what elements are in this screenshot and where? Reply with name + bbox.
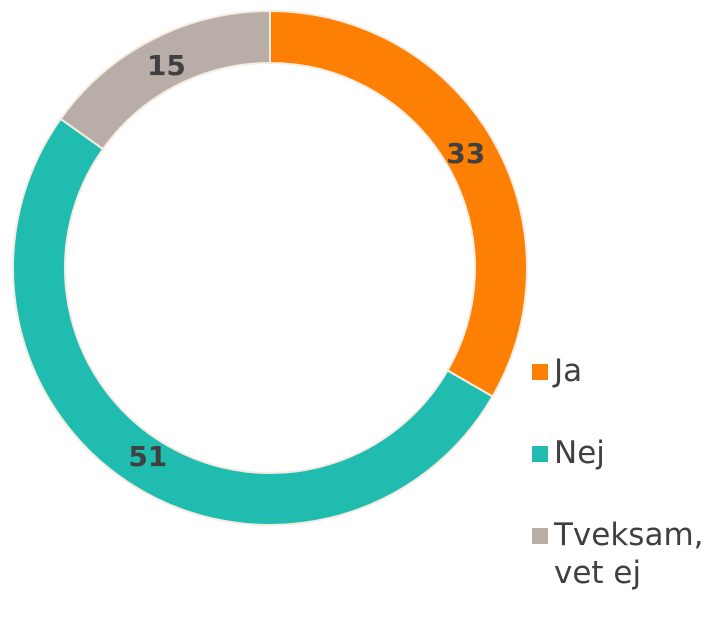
legend-label: Ja	[554, 353, 583, 389]
donut-slice	[59, 9, 271, 151]
legend-item: Tveksam, vet ej	[530, 516, 720, 592]
data-label: 15	[147, 49, 186, 82]
data-label: 33	[446, 137, 485, 170]
legend: Ja Nej Tveksam, vet ej	[530, 352, 720, 636]
legend-item: Ja	[530, 352, 720, 390]
legend-label: Tveksam, vet ej	[554, 517, 704, 591]
legend-item: Nej	[530, 434, 720, 472]
donut-slice	[12, 117, 494, 526]
legend-swatch	[532, 446, 548, 462]
data-label: 51	[128, 440, 167, 473]
legend-label: Nej	[554, 435, 605, 471]
legend-swatch	[532, 364, 548, 380]
chart: 33 51 15	[12, 9, 528, 526]
legend-swatch	[532, 528, 548, 544]
donut-slice	[269, 9, 528, 398]
page: {"chart_data": {"type": "donut", "catego…	[12, 9, 704, 591]
